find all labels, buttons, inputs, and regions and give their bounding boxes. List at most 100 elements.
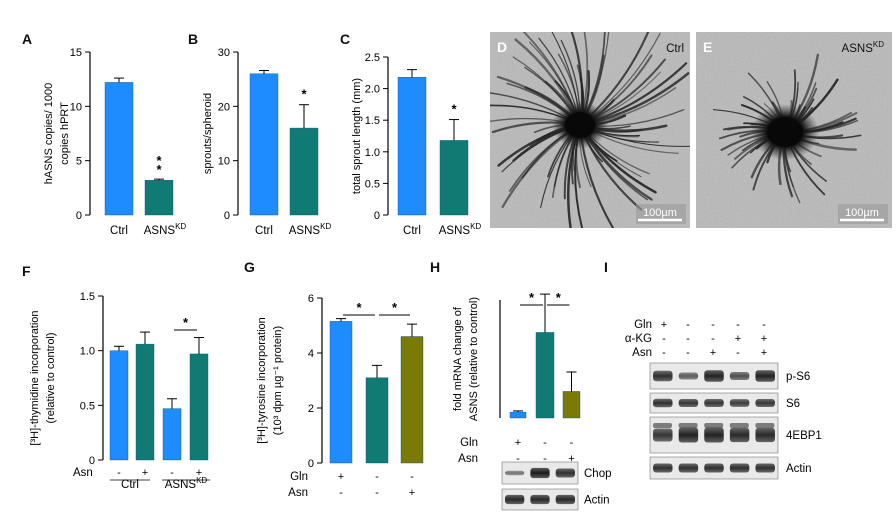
blot-i-p-s6-band <box>755 370 775 382</box>
blot-label-p-s6: p-S6 <box>786 371 810 383</box>
sign-label-g: + <box>338 471 344 483</box>
bar-c-1 <box>397 77 427 216</box>
y-tick-label-g: 0 <box>308 458 314 470</box>
blot-sign-label: - <box>686 347 690 359</box>
blot-label-4ebp1: 4EBP1 <box>786 430 822 442</box>
blot-label-s6: S6 <box>786 398 800 410</box>
western-blot-h <box>501 461 579 511</box>
bar-f-4 <box>189 353 209 461</box>
sign-label-g: - <box>375 487 379 499</box>
y-axis-label-b: sprouts/spheroid <box>202 93 214 174</box>
blot-i-4ebp1-upper-band <box>755 423 775 428</box>
category-label-b: ASNSKD <box>289 222 332 237</box>
bar-f-3 <box>162 408 182 461</box>
blot-sign-label: - <box>686 319 690 331</box>
y-tick-label-b: 0 <box>224 210 230 222</box>
y-tick-label-a: 15 <box>70 47 82 59</box>
panel-label-c: C <box>340 31 350 47</box>
blot-sign-label: + <box>661 319 667 331</box>
sign-label-f: + <box>196 467 202 479</box>
y-axis-label-a: copies hPRT <box>59 102 71 165</box>
blot-i-4ebp1-band <box>704 427 724 443</box>
chart-panel-c <box>383 56 469 216</box>
blot-i-actin-band <box>755 463 775 473</box>
category-label-a: Ctrl <box>110 225 128 237</box>
blot-i-s6-band <box>678 398 699 408</box>
bar-h-3 <box>562 391 581 419</box>
chart-panel-b <box>233 51 319 216</box>
blot-sign-label: - <box>711 319 715 331</box>
sign-label-g: + <box>409 487 415 499</box>
bar-c-2 <box>439 140 469 216</box>
blot-i-4ebp1-band <box>729 427 750 443</box>
sign-label-g: - <box>375 471 379 483</box>
panel-label-h: H <box>430 259 440 275</box>
y-tick-label-c: 2.0 <box>365 84 380 96</box>
blot-i-actin-band <box>704 463 724 473</box>
blot-i-p-s6-band <box>729 372 750 380</box>
sign-label-f: - <box>117 467 121 479</box>
blot-i-s6-band <box>653 398 673 408</box>
blot-i-p-s6-band <box>704 370 724 382</box>
y-tick-label-c: 2.5 <box>365 52 380 64</box>
blot-i-p-s6-band <box>678 372 699 380</box>
category-label-c: ASNSKD <box>439 222 482 237</box>
blot-i-4ebp1-upper-band <box>653 423 672 428</box>
bar-h-1 <box>509 411 527 419</box>
y-tick-label-b: 30 <box>218 47 230 59</box>
y-tick-label-c: 1.0 <box>365 147 380 159</box>
chart-panel-h <box>499 293 581 419</box>
blot-i-p-s6-band <box>653 370 673 382</box>
western-blot-i <box>649 362 779 480</box>
bar-f-1 <box>109 350 129 461</box>
significance-mark-g: * <box>392 300 398 315</box>
category-label-b: Ctrl <box>255 225 273 237</box>
blot-i-actin-band <box>653 463 673 473</box>
bar-f-2 <box>135 343 155 461</box>
y-axis-label-h: ASNS (relative to control) <box>468 297 480 421</box>
panel-label-d: D <box>497 39 507 55</box>
blot-i-4ebp1-band <box>653 428 673 442</box>
blot-sign-label: + <box>710 347 716 359</box>
sign-label-h: - <box>570 437 574 449</box>
row-label-asn: Asn <box>73 467 93 479</box>
blot-i-4ebp1-upper-band <box>729 423 749 428</box>
blot-sign-label: - <box>662 347 666 359</box>
row-label-g-gln: Gln <box>290 471 308 483</box>
panel-label-e: E <box>703 39 712 55</box>
bar-h-2 <box>535 332 555 419</box>
bar-b-1 <box>249 73 279 216</box>
significance-mark-a: * <box>156 162 162 177</box>
row-label-g-asn: Asn <box>288 487 308 499</box>
sign-label-g: - <box>410 471 414 483</box>
spheroid-core-e <box>767 117 803 147</box>
micrograph-d <box>490 32 690 228</box>
spheroid-core-d <box>565 112 595 138</box>
chart-panel-a <box>85 51 174 216</box>
group-label-ctrl: Ctrl <box>121 479 139 491</box>
sign-label-f: + <box>142 467 148 479</box>
blot-sign-label: + <box>761 333 767 345</box>
y-tick-label-f: 1.5 <box>80 291 95 303</box>
micrograph-label-e: ASNSKD <box>842 40 885 55</box>
sign-label-h: + <box>515 437 521 449</box>
y-tick-label-b: 10 <box>218 156 230 168</box>
bar-a-1 <box>104 82 134 216</box>
significance-mark-h: * <box>556 290 562 305</box>
blot-i-4ebp1-upper-band <box>678 423 698 428</box>
blot-sign-label: - <box>762 319 766 331</box>
y-axis-label-f: [³H]-thymidine incorporation <box>29 310 41 445</box>
blot-row-label-1: α-KG <box>625 333 652 345</box>
y-tick-label-g: 6 <box>308 293 314 305</box>
group-label-asnskd: ASNSKD <box>165 476 208 491</box>
blot-label-chop: Chop <box>584 468 612 480</box>
bar-g-3 <box>400 336 424 464</box>
y-tick-label-f: 0.5 <box>80 400 95 412</box>
significance-mark-c: * <box>451 102 457 117</box>
blot-label-actin: Actin <box>584 495 610 507</box>
blot-sign-label: + <box>735 333 741 345</box>
blot-h-chop-band <box>530 467 550 479</box>
blot-sign-label: - <box>711 333 715 345</box>
